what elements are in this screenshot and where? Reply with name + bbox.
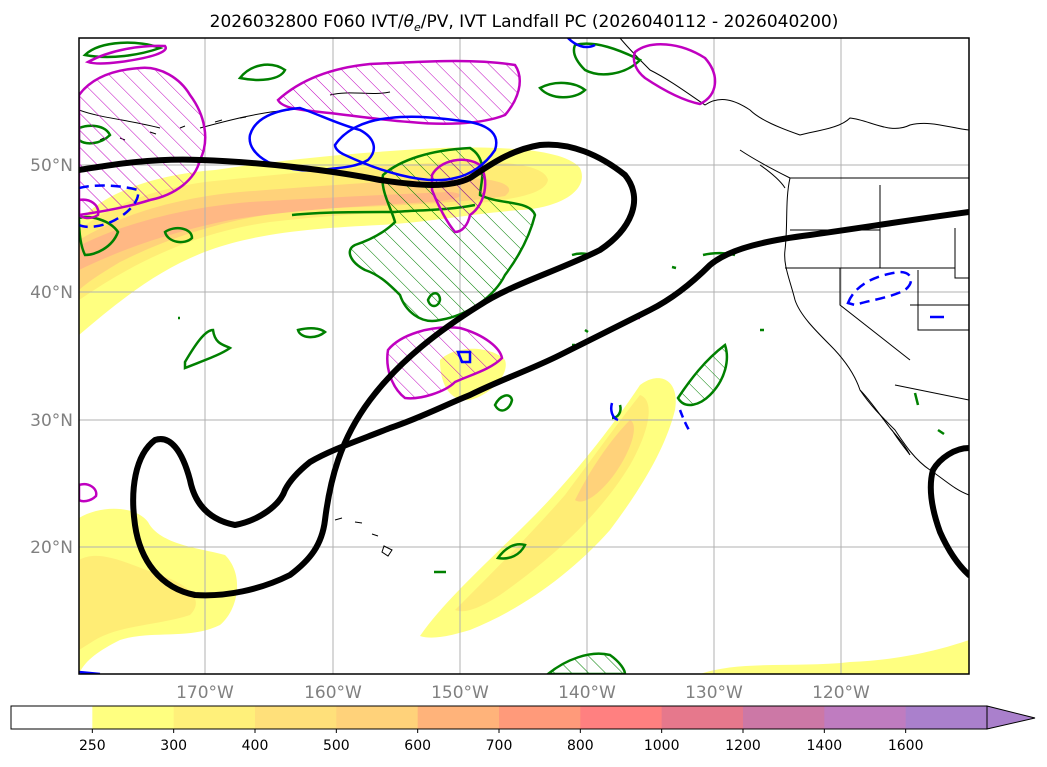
ivt-fill-north-400: [79, 178, 510, 290]
thick-contour-main: [79, 141, 969, 599]
green-contour-gulf: [572, 42, 643, 76]
colorbar-cell: [92, 706, 175, 729]
colorbar-tick-label: 300: [160, 738, 187, 754]
map-panel: 50°N 40°N 30°N 20°N 170°W 160°W 150°W 14…: [30, 37, 970, 703]
lon-label: 170°W: [176, 683, 234, 703]
green-contour-w3: [79, 215, 120, 257]
magenta-contour-top: [84, 44, 167, 65]
colorbar-cell: [499, 706, 581, 729]
colorbar-cell: [661, 706, 744, 729]
magenta-contour-nw: [79, 66, 207, 217]
green-contour-e1: [676, 342, 729, 407]
ivt-fill-south-300: [455, 395, 649, 612]
colorbar-tick-label: 1400: [807, 738, 843, 754]
green-contour-ak2: [538, 81, 587, 99]
lat-labels: 50°N 40°N 30°N 20°N: [30, 156, 73, 558]
bc-islands: [739, 149, 791, 189]
lon-labels: 170°W 160°W 150°W 140°W 130°W 120°W: [176, 683, 870, 703]
colorbar-ticks: 250 300 400 500 600 700 800 1000 1200 1400 1600: [79, 729, 924, 754]
lon-label: 120°W: [812, 683, 870, 703]
lat-label: 40°N: [30, 283, 73, 303]
colorbar-tick-label: 1000: [644, 738, 680, 754]
colorbar-cells: [11, 706, 988, 729]
west-coast: [784, 177, 969, 496]
thick-contours: [79, 141, 969, 599]
magenta-contour-ak: [632, 43, 717, 106]
colorbar-tick-label: 800: [567, 738, 594, 754]
green-contour-mx2: [937, 428, 945, 436]
colorbar-cell: [255, 706, 337, 729]
lat-label: 30°N: [30, 411, 73, 431]
colorbar-extend-arrow: [986, 705, 1036, 730]
colorbar-cell: [743, 706, 825, 729]
blue-contour-mid: [456, 350, 472, 364]
blue-contour-gulf-east: [333, 115, 498, 182]
blue-contour-s: [610, 402, 619, 422]
green-contour-c1: [426, 292, 442, 308]
green-contour-dots: [178, 265, 764, 574]
colorbar-cell: [824, 706, 907, 729]
colorbar-cell: [336, 706, 419, 729]
colorbar-tick-label: 400: [242, 738, 269, 754]
colorbar-tick-label: 600: [404, 738, 431, 754]
hawaii-islands: [334, 517, 393, 557]
lat-label: 50°N: [30, 156, 73, 176]
green-contour-w4: [183, 328, 233, 370]
magenta-contour-w2: [79, 198, 100, 220]
colorbar-cell: [173, 706, 256, 729]
colorbar-tick-label: 1200: [725, 738, 761, 754]
green-contour-ak3: [82, 41, 164, 59]
green-contour-mx1: [913, 392, 920, 406]
ivt-fill-south-400: [575, 420, 634, 502]
map-border: [78, 37, 970, 675]
colorbar-cell: [11, 706, 93, 729]
thick-contour-mexico: [927, 445, 969, 578]
green-contour-s1: [495, 543, 527, 560]
colorbar-cell: [417, 706, 500, 729]
lon-label: 130°W: [685, 683, 743, 703]
colorbar-tick-label: 700: [486, 738, 513, 754]
green-contour-w5: [296, 327, 328, 339]
colorbar: 250 300 400 500 600 700 800 1000 1200 1400 1600: [10, 705, 1036, 754]
colorbar-tick-label: 1600: [888, 738, 924, 754]
north-america-coast: [619, 38, 969, 136]
lon-label: 140°W: [558, 683, 616, 703]
colorbar-tick-label: 500: [323, 738, 350, 754]
baja-peninsula: [859, 389, 911, 456]
magenta-contour-w: [79, 483, 98, 503]
colorbar-tick-label: 250: [79, 738, 106, 754]
green-contour-ak1: [237, 63, 287, 82]
figure-title: 2026032800 F060 IVT/θe/PV, IVT Landfall …: [210, 12, 839, 34]
lat-label: 20°N: [30, 538, 73, 558]
green-contour-w2: [163, 226, 194, 244]
colorbar-cell: [905, 706, 988, 729]
blue-contour-nv-dashed: [846, 270, 913, 307]
magenta-contours: [79, 43, 717, 503]
lon-label: 150°W: [431, 683, 489, 703]
lon-label: 160°W: [304, 683, 362, 703]
blue-contour-e-dashed: [678, 409, 691, 431]
blue-contour-top: [567, 38, 596, 49]
green-contour-s2: [546, 652, 627, 674]
ivt-fill-se: [700, 640, 969, 674]
magenta-contour-gulf: [276, 59, 521, 125]
green-contour-c2: [493, 394, 514, 412]
colorbar-cell: [580, 706, 663, 729]
